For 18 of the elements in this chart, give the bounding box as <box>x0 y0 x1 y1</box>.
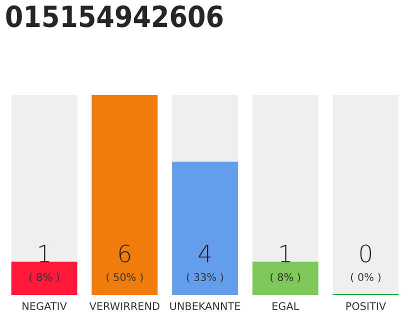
annotation: ( 50% ) <box>106 273 143 282</box>
bar <box>252 262 318 296</box>
data-label: 6 <box>119 244 130 262</box>
data-label: 4 <box>198 244 211 262</box>
annotation: ( 0% ) <box>350 273 380 282</box>
annotation: ( 8% ) <box>270 273 300 282</box>
data-label: 0 <box>360 244 372 262</box>
annotation: ( 33% ) <box>186 273 224 282</box>
data-label: 1 <box>280 244 290 262</box>
annotation: ( 8% ) <box>30 273 60 282</box>
x-tick-label: EGAL <box>272 302 300 310</box>
data-label: 1 <box>39 244 50 262</box>
chart-title: 015154942606 <box>6 5 223 28</box>
x-tick-label: POSITIV <box>346 302 386 310</box>
x-tick-label: NEGATIV <box>22 302 67 310</box>
bar <box>11 262 78 296</box>
x-tick-label: UNBEKANNTE <box>170 302 240 310</box>
x-tick-label: VERWIRREND <box>89 302 160 310</box>
